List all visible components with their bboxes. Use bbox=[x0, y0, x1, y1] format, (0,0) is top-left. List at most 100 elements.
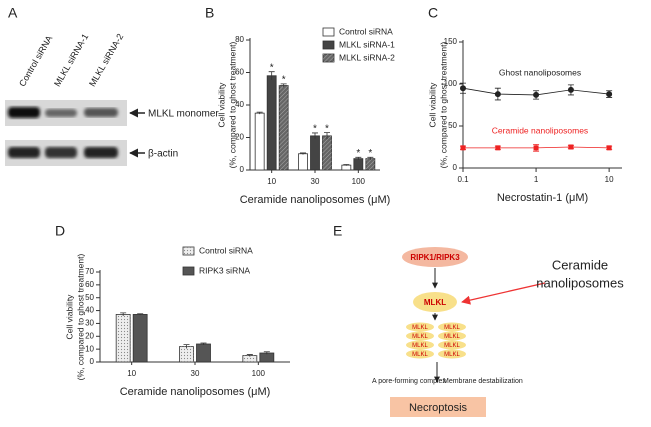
point bbox=[568, 144, 574, 150]
y-tick-label: 30 bbox=[85, 319, 94, 328]
bar bbox=[310, 135, 320, 171]
error-bar bbox=[268, 71, 275, 80]
bar bbox=[196, 343, 211, 363]
complex-unit bbox=[438, 349, 466, 359]
complex-unit bbox=[406, 340, 434, 350]
error-bar bbox=[300, 152, 306, 155]
lane-label: Control siRNA bbox=[17, 34, 54, 88]
point bbox=[494, 91, 501, 98]
blot-band bbox=[45, 109, 77, 117]
y-tick-label: 50 bbox=[448, 121, 457, 130]
outcome-box bbox=[390, 397, 486, 417]
y-axis-label: (%, compared to ghost treatment) bbox=[227, 42, 237, 169]
complex-unit bbox=[406, 349, 434, 359]
unit-label: MLKL bbox=[412, 352, 428, 358]
node bbox=[413, 292, 457, 312]
error-bar bbox=[263, 351, 270, 355]
legend-swatch bbox=[182, 266, 195, 276]
bar bbox=[132, 314, 148, 363]
error-bar bbox=[246, 354, 253, 357]
y-axis-label: Cell viability bbox=[64, 294, 74, 340]
complex-unit bbox=[438, 340, 466, 350]
y-tick-label: 150 bbox=[444, 37, 458, 46]
bar bbox=[266, 75, 277, 171]
bar bbox=[341, 164, 352, 171]
y-tick-label: 10 bbox=[85, 344, 94, 353]
x-tick-label: 10 bbox=[267, 177, 276, 186]
significance: * bbox=[325, 123, 329, 134]
series-label: Ceramide nanoliposomes bbox=[492, 125, 588, 135]
lane-label: MLKL siRNA-1 bbox=[52, 32, 90, 88]
complex-unit bbox=[406, 331, 434, 341]
legend-swatch bbox=[322, 40, 335, 50]
x-tick-label: 100 bbox=[352, 177, 366, 186]
bar bbox=[298, 153, 308, 171]
y-tick-label: 0 bbox=[90, 357, 95, 366]
panel-label: C bbox=[428, 5, 438, 21]
treatment-label: Ceramide bbox=[552, 257, 608, 272]
bar-pattern bbox=[116, 314, 131, 362]
panel-label: D bbox=[55, 223, 65, 239]
error-bar bbox=[367, 156, 374, 160]
treatment-label: nanoliposomes bbox=[536, 275, 624, 290]
y-tick-label: 60 bbox=[85, 280, 94, 289]
outcome-label: Necroptosis bbox=[409, 402, 468, 414]
significance: * bbox=[282, 75, 286, 86]
point bbox=[606, 145, 612, 151]
unit-label: MLKL bbox=[412, 334, 428, 340]
legend-label: MLKL siRNA-2 bbox=[339, 52, 395, 62]
x-tick-label: 1 bbox=[534, 175, 539, 184]
x-tick-label: 10 bbox=[605, 175, 614, 184]
blot-panel: A Control siRNA MLKL siRNA-1 MLKL siRNA-… bbox=[5, 5, 219, 166]
y-axis-label: Cell viability bbox=[216, 82, 226, 128]
x-axis-label: Ceramide nanoliposomes (μM) bbox=[240, 194, 391, 206]
point bbox=[495, 145, 501, 151]
y-tick-label: 100 bbox=[444, 79, 458, 88]
node-label: MLKL bbox=[424, 298, 446, 307]
point bbox=[533, 91, 540, 98]
x-tick-label: 10 bbox=[127, 369, 136, 378]
node bbox=[402, 247, 468, 267]
legend-label: MLKL siRNA-1 bbox=[339, 39, 395, 49]
y-axis-label: (%, compared to ghost treatment) bbox=[75, 254, 85, 381]
legend-label: Control siRNA bbox=[199, 245, 253, 255]
significance: * bbox=[368, 148, 372, 159]
blot-band bbox=[8, 107, 40, 118]
error-bar bbox=[280, 83, 287, 88]
caption: A pore-forming complex bbox=[372, 378, 446, 385]
y-tick-label: 0 bbox=[240, 165, 245, 174]
significance: * bbox=[313, 124, 317, 135]
x-tick-label: 30 bbox=[311, 177, 320, 186]
y-axis-label: (%, compared to ghost treatment) bbox=[438, 42, 448, 169]
unit-label: MLKL bbox=[444, 325, 460, 331]
y-tick-label: 20 bbox=[85, 331, 94, 340]
unit-label: MLKL bbox=[444, 343, 460, 349]
error-bar bbox=[324, 132, 330, 140]
blot-band bbox=[8, 147, 40, 158]
y-tick-label: 60 bbox=[235, 68, 244, 77]
unit-label: MLKL bbox=[444, 352, 460, 358]
error-bar bbox=[312, 132, 318, 139]
bar-pattern bbox=[179, 346, 194, 362]
bar bbox=[259, 352, 275, 363]
bar-pattern bbox=[279, 85, 289, 170]
legend-label: Control siRNA bbox=[339, 26, 393, 36]
significance: * bbox=[270, 62, 274, 73]
bar-pattern bbox=[322, 135, 332, 170]
y-axis-label: Cell viability bbox=[427, 82, 437, 128]
bar bbox=[254, 112, 265, 171]
x-axis-label: Ceramide nanoliposomes (μM) bbox=[120, 386, 271, 398]
y-tick-label: 40 bbox=[235, 100, 244, 109]
error-bar bbox=[183, 344, 190, 349]
y-tick-label: 80 bbox=[235, 35, 244, 44]
band-label: MLKL monomer bbox=[148, 109, 219, 120]
y-tick-label: 70 bbox=[85, 267, 94, 276]
x-tick-label: 30 bbox=[191, 369, 200, 378]
legend-swatch bbox=[322, 27, 335, 37]
point bbox=[606, 91, 613, 98]
panel-label: E bbox=[333, 223, 342, 239]
node-label: RIPK1/RIPK3 bbox=[410, 253, 460, 262]
panel-label: B bbox=[205, 5, 214, 21]
legend-pattern bbox=[183, 247, 194, 255]
error-bar bbox=[343, 164, 350, 166]
